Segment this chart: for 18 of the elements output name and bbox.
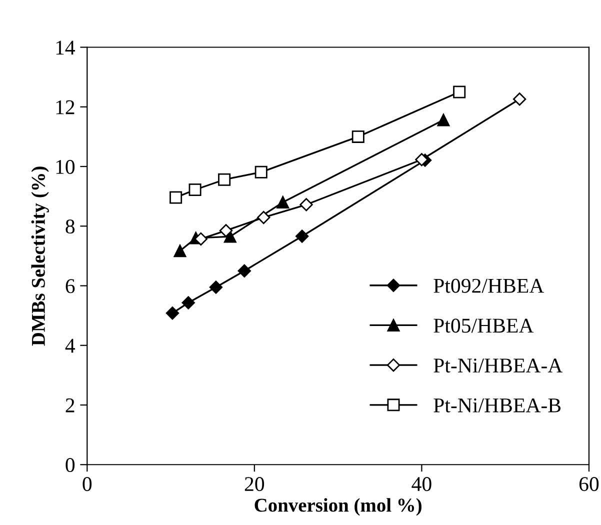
y-tick-label: 0 [66,458,75,472]
y-tick-label: 6 [66,279,75,294]
x-tick-label: 60 [579,477,599,492]
x-tick-label: 0 [82,477,92,492]
y-tick-label: 12 [56,100,74,114]
x-tick-label: 40 [412,477,432,492]
legend-label: Pt05/HBEA [434,318,534,333]
x-axis-title: Conversion (mol %) [254,498,422,516]
legend-label: Pt-Ni/HBEA-A [434,358,563,373]
y-tick-label: 4 [65,338,76,353]
y-tick-label: 8 [66,220,75,234]
y-tick-label: 2 [66,398,74,412]
legend-label: Pt-Ni/HBEA-B [434,398,561,412]
y-tick-label: 10 [56,160,75,174]
y-axis-title: DMBs Selectivity (%) [31,166,49,346]
legend-label: Pt092/HBEA [434,278,544,293]
y-tick-label: 14 [56,40,76,54]
x-tick-label: 20 [244,477,264,492]
